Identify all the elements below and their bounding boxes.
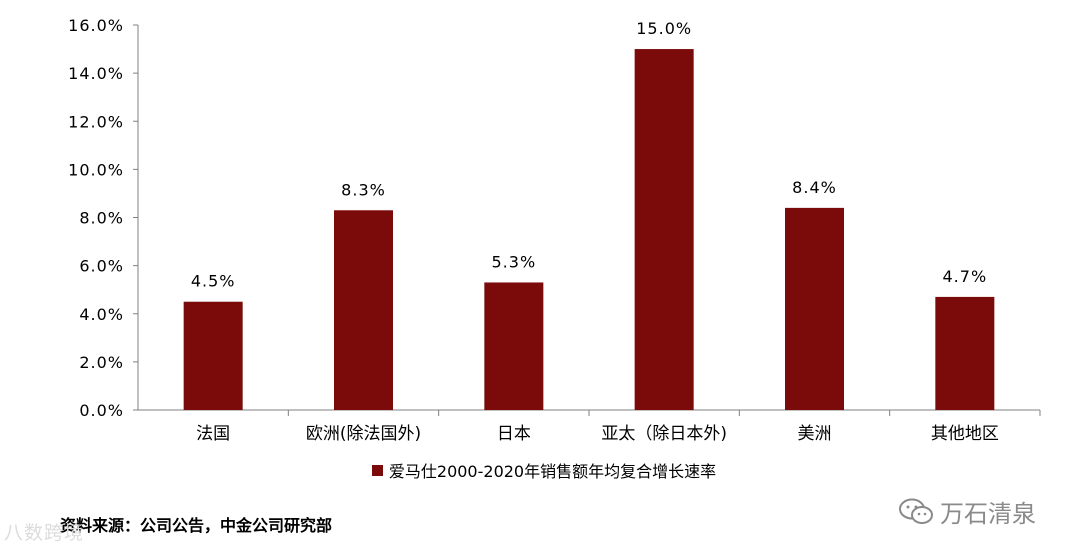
bar xyxy=(634,49,694,410)
watermark-right-text: 万石清泉 xyxy=(940,500,1036,528)
x-tick-label: 欧洲(除法国外) xyxy=(306,424,421,444)
x-tick-label: 法国 xyxy=(196,424,230,444)
bar xyxy=(785,207,844,410)
bar-chart: 0.0% 2.0% 4.0% 6.0% 8.0% 10.0% 12.0% 14.0% 16.0%… xyxy=(68,16,1041,444)
watermark-right: 万石清泉 xyxy=(898,494,1036,529)
y-tick-label: 8.0% xyxy=(79,209,124,228)
x-tick-label: 美洲 xyxy=(798,424,832,444)
legend-label: 爱马仕2000-2020年销售额年均复合增长速率 xyxy=(388,462,717,481)
x-tick-label: 亚太（除日本外) xyxy=(601,424,727,444)
data-label: 4.7% xyxy=(943,267,988,286)
y-tick-label: 4.0% xyxy=(79,305,124,324)
bar xyxy=(935,296,995,410)
x-tick-label: 其他地区 xyxy=(931,424,999,444)
legend-swatch xyxy=(371,464,383,476)
watermark-left: 八数跨境 xyxy=(4,518,84,545)
y-tick-label: 0.0% xyxy=(79,401,124,420)
bar xyxy=(183,301,243,410)
data-label: 8.4% xyxy=(792,178,837,197)
source-note: 资料来源：公司公告，中金公司研究部 xyxy=(60,516,333,535)
bar xyxy=(484,282,544,410)
y-tick-label: 6.0% xyxy=(79,257,124,276)
data-label: 5.3% xyxy=(492,252,537,271)
data-label: 15.0% xyxy=(636,19,692,38)
data-label: 4.5% xyxy=(191,272,236,291)
y-tick-label: 16.0% xyxy=(68,16,124,35)
y-tick-label: 12.0% xyxy=(68,112,124,131)
data-label: 8.3% xyxy=(341,180,386,199)
y-tick-label: 10.0% xyxy=(68,160,124,179)
x-tick-label: 日本 xyxy=(497,424,531,444)
wechat-icon xyxy=(899,498,933,524)
watermark-left-text: 八数跨境 xyxy=(4,522,85,544)
y-tick-label: 14.0% xyxy=(68,64,124,83)
y-tick-label: 2.0% xyxy=(79,353,124,372)
bar xyxy=(334,210,393,410)
legend: 爱马仕2000-2020年销售额年均复合增长速率 xyxy=(0,458,1080,482)
